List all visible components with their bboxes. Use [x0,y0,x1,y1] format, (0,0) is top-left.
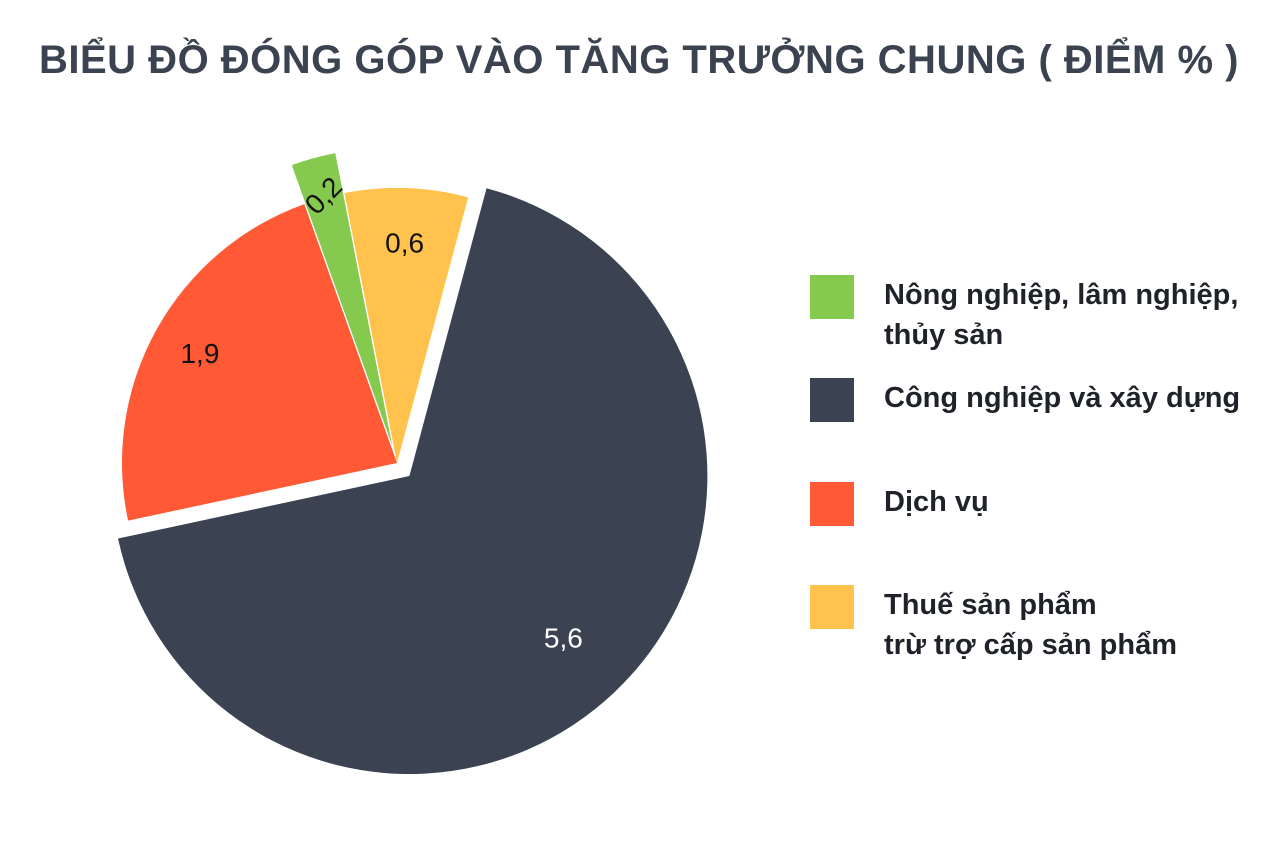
legend-swatch-product-tax [810,585,854,629]
legend-swatch-industry [810,378,854,422]
legend-label-services: Dịch vụ [884,486,989,518]
pie-label-services: 1,9 [180,338,219,369]
pie-slice-industry [118,188,708,775]
chart-title: BIỂU ĐỒ ĐÓNG GÓP VÀO TĂNG TRƯỞNG CHUNG (… [39,38,1239,82]
legend-label-agriculture: Nông nghiệp, lâm nghiệp, thủy sản [884,279,1239,351]
legend-label-industry: Công nghiệp và xây dựng [884,382,1241,414]
legend-item-services: Dịch vụ [810,482,1244,526]
pie-label-industry: 5,6 [544,623,583,654]
legend-item-product-tax: Thuế sản phẩm trừ trợ cấp sản phẩm [810,585,1244,665]
pie-slice-agriculture [291,153,393,446]
pie-slice-product-tax [344,188,469,464]
legend-item-agriculture: Nông nghiệp, lâm nghiệp, thủy sản [810,275,1244,355]
legend-item-industry: Công nghiệp và xây dựng [810,378,1244,422]
pie-slice-services [122,204,398,521]
legend-label-product-tax: Thuế sản phẩm trừ trợ cấp sản phẩm [884,589,1178,661]
legend-swatch-agriculture [810,275,854,319]
legend-swatch-services [810,482,854,526]
pie-label-product-tax: 0,6 [385,228,424,259]
